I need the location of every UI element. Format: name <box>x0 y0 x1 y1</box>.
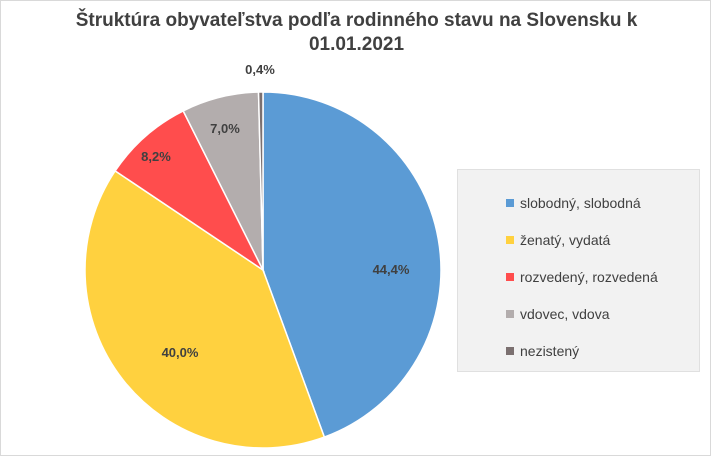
data-label: 0,4% <box>245 62 275 77</box>
chart-legend: slobodný, slobodná ženatý, vydatá rozveden… <box>457 169 700 372</box>
pie-slice <box>84 169 326 449</box>
legend-label: ženatý, vydatá <box>520 231 611 248</box>
legend-item: slobodný, slobodná <box>458 184 699 221</box>
legend-item: nezistený <box>458 332 699 369</box>
legend-item: vdovec, vdova <box>458 295 699 332</box>
data-label: 7,0% <box>210 121 240 136</box>
legend-swatch <box>506 309 514 318</box>
data-label: 8,2% <box>141 149 171 164</box>
legend-swatch <box>506 198 514 207</box>
legend-label: slobodný, slobodná <box>520 194 641 211</box>
legend-swatch <box>506 272 514 281</box>
data-label: 44,4% <box>373 262 410 277</box>
legend-swatch <box>506 346 514 355</box>
chart-title: Štruktúra obyvateľstva podľa rodinného s… <box>1 9 711 57</box>
legend-item: ženatý, vydatá <box>458 221 699 258</box>
legend-item: rozvedený, rozvedená <box>458 258 699 295</box>
pie-slice <box>257 91 264 271</box>
legend-label: vdovec, vdova <box>520 305 610 322</box>
data-label: 40,0% <box>162 345 199 360</box>
chart-title-line-2: 01.01.2021 <box>308 34 405 55</box>
legend-swatch <box>506 235 514 244</box>
chart-title-line-1: Štruktúra obyvateľstva podľa rodinného s… <box>75 10 638 31</box>
legend-label: rozvedený, rozvedená <box>520 268 658 285</box>
pie-slice <box>262 91 442 439</box>
pie-slice <box>114 109 265 273</box>
legend-label: nezistený <box>520 342 580 359</box>
